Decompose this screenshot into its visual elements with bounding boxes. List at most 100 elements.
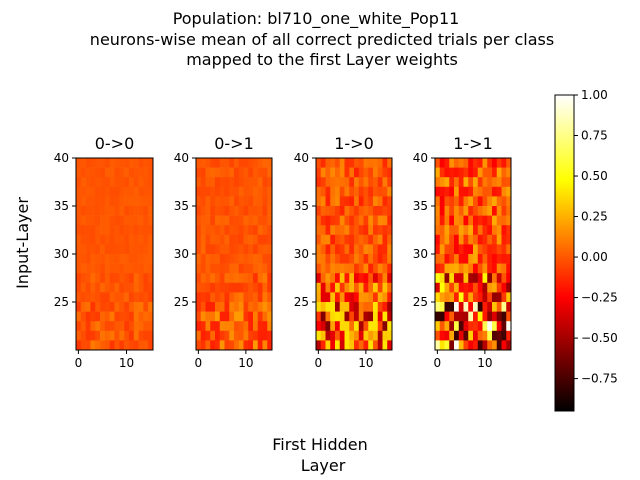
heatmap-cell <box>229 206 235 216</box>
y-tick-label: 40 <box>54 151 69 165</box>
heatmap-cell <box>219 177 225 188</box>
heatmap-cell <box>248 282 254 293</box>
heatmap-cell <box>143 263 149 274</box>
heatmap-cell <box>382 234 388 245</box>
heatmap-cell <box>138 330 144 341</box>
heatmap-cell <box>138 282 144 293</box>
heatmap-cell <box>492 177 498 188</box>
heatmap-cell <box>506 196 512 207</box>
heatmap-cell <box>100 254 106 264</box>
heatmap-cell <box>229 196 235 207</box>
heatmap-cell <box>449 234 455 245</box>
heatmap-cell <box>496 206 502 216</box>
heatmap-cell <box>449 302 455 312</box>
heatmap-cell <box>234 292 240 303</box>
heatmap-cell <box>449 273 455 284</box>
heatmap-cell <box>219 225 225 236</box>
heatmap-cell <box>234 225 240 236</box>
heatmap-cell <box>205 273 211 284</box>
y-tick-label: 30 <box>294 247 309 261</box>
panel-title: 1->0 <box>334 134 374 153</box>
heatmap-cell <box>439 196 445 207</box>
heatmap-cell <box>477 158 483 168</box>
heatmap-cell <box>349 158 355 168</box>
heatmap-cell <box>210 263 216 274</box>
heatmap-cell <box>339 225 345 236</box>
heatmap-cell <box>124 273 130 284</box>
heatmap-cell <box>124 254 130 264</box>
heatmap-cell <box>492 340 498 351</box>
heatmap-cell <box>358 234 364 245</box>
heatmap-cell <box>128 302 135 312</box>
heatmap-cell <box>344 263 350 274</box>
heatmap-cell <box>238 158 244 168</box>
heatmap-cell <box>435 244 441 255</box>
heatmap-cell <box>100 206 106 216</box>
heatmap-cell <box>238 340 244 351</box>
heatmap-cell <box>128 292 135 303</box>
colorbar-tick-label: 1.00 <box>581 88 608 102</box>
heatmap-cell <box>477 186 483 197</box>
heatmap-cell <box>501 167 507 178</box>
heatmap-cell <box>128 215 135 226</box>
heatmap-cell <box>109 273 115 284</box>
heatmap-cell <box>253 321 259 332</box>
heatmap-cell <box>219 263 225 274</box>
heatmap-cell <box>330 215 336 226</box>
heatmap-cell <box>205 234 211 245</box>
heatmap-cell <box>104 234 110 245</box>
heatmap-cell <box>114 330 120 341</box>
heatmap-cell <box>496 263 502 274</box>
heatmap-cell <box>85 215 91 226</box>
heatmap-cell <box>363 321 369 332</box>
heatmap-cell <box>477 225 483 236</box>
figure-title-line-3: mapped to the first Layer weights <box>186 50 458 69</box>
heatmap-cell <box>320 263 326 274</box>
heatmap-cell <box>238 234 244 245</box>
heatmap-cell <box>124 158 130 168</box>
heatmap-cell <box>109 206 115 216</box>
heatmap-cell <box>377 234 383 245</box>
heatmap-cell <box>148 225 154 236</box>
heatmap-cell <box>496 196 502 207</box>
heatmap-cell <box>468 292 474 303</box>
x-tick-label: 10 <box>358 356 373 370</box>
heatmap-cell <box>85 263 91 274</box>
heatmap-cell <box>444 282 450 293</box>
heatmap-cell <box>229 234 235 245</box>
heatmap-cell <box>80 158 86 168</box>
heatmap-cell <box>90 273 96 284</box>
heatmap-cell <box>387 215 393 226</box>
heatmap-cell <box>468 311 474 322</box>
heatmap-cell <box>219 273 225 284</box>
heatmap-cell <box>138 225 144 236</box>
heatmap-cell <box>95 321 101 332</box>
heatmap-cell <box>496 273 502 284</box>
heatmap-cell <box>349 215 355 226</box>
heatmap-cell <box>253 215 259 226</box>
heatmap-cell <box>124 302 130 312</box>
heatmap-cell <box>80 321 86 332</box>
heatmap-cell <box>382 196 388 207</box>
heatmap-cell <box>257 196 263 207</box>
heatmap-cell <box>339 282 345 293</box>
heatmap-cell <box>506 282 512 293</box>
heatmap-cell <box>463 186 469 197</box>
heatmap-cell <box>373 225 379 236</box>
heatmap-cell <box>506 321 512 332</box>
heatmap-cell <box>330 330 336 341</box>
heatmap-cell <box>85 302 91 312</box>
heatmap-cell <box>316 340 322 351</box>
heatmap-cell <box>143 206 149 216</box>
heatmap-cell <box>377 292 383 303</box>
heatmap-cell <box>358 263 364 274</box>
heatmap-cell <box>124 215 130 226</box>
heatmap-cell <box>248 234 254 245</box>
heatmap-cell <box>354 292 360 303</box>
heatmap-cell <box>243 177 249 188</box>
heatmap-cell <box>368 186 374 197</box>
heatmap-cell <box>320 273 326 284</box>
heatmap-cell <box>358 177 364 188</box>
heatmap-cell <box>496 330 502 341</box>
